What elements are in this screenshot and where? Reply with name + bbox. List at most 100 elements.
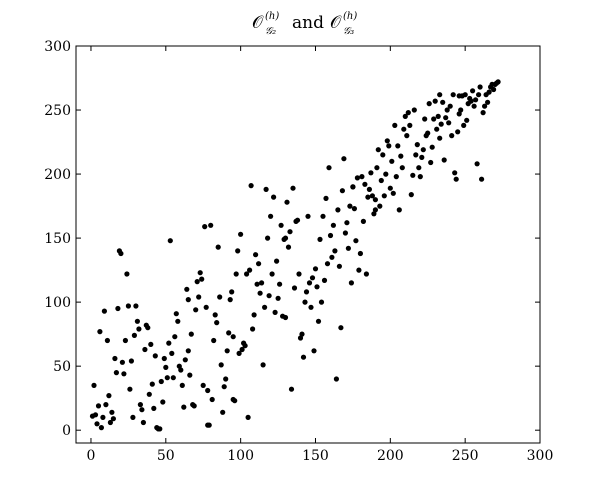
data-point bbox=[223, 376, 229, 382]
title-sub-2: 𝒢₃ bbox=[343, 26, 354, 37]
data-point bbox=[344, 220, 350, 226]
y-tick-label: 300 bbox=[44, 39, 71, 55]
data-point bbox=[390, 190, 396, 196]
data-point bbox=[363, 271, 369, 277]
data-point bbox=[181, 404, 187, 410]
data-point bbox=[109, 409, 115, 415]
data-point bbox=[145, 325, 151, 331]
data-point bbox=[486, 89, 492, 95]
data-point bbox=[169, 350, 175, 356]
data-point bbox=[320, 213, 326, 219]
data-point bbox=[362, 181, 368, 187]
data-point bbox=[354, 175, 360, 181]
data-point bbox=[245, 414, 251, 420]
data-point bbox=[401, 126, 407, 132]
data-point bbox=[101, 308, 107, 314]
data-point bbox=[462, 92, 468, 98]
data-point bbox=[137, 402, 143, 408]
data-point bbox=[230, 396, 236, 403]
data-point bbox=[426, 101, 432, 107]
data-point bbox=[287, 229, 293, 235]
title-prefix-1: 𝒪 bbox=[252, 13, 264, 33]
data-point bbox=[200, 382, 206, 388]
data-point bbox=[348, 280, 354, 286]
data-point bbox=[134, 318, 140, 324]
data-point bbox=[324, 261, 331, 267]
data-point bbox=[450, 92, 456, 98]
data-point bbox=[151, 405, 157, 411]
data-point bbox=[124, 271, 130, 277]
data-point bbox=[184, 286, 190, 292]
data-point bbox=[263, 186, 269, 192]
data-point bbox=[182, 357, 188, 363]
data-point bbox=[366, 186, 372, 192]
data-point bbox=[94, 421, 100, 427]
plot-frame bbox=[75, 45, 541, 444]
data-point bbox=[417, 174, 423, 180]
y-tick-label: 50 bbox=[53, 359, 71, 375]
data-point bbox=[274, 258, 280, 264]
data-point bbox=[163, 364, 169, 370]
data-point bbox=[387, 185, 393, 191]
data-point bbox=[441, 157, 447, 163]
data-point bbox=[476, 92, 482, 98]
data-point bbox=[482, 103, 488, 109]
data-point bbox=[353, 238, 359, 244]
data-point bbox=[98, 425, 104, 431]
title-connector: and bbox=[292, 13, 324, 33]
data-point bbox=[271, 194, 277, 200]
data-point bbox=[268, 213, 274, 219]
data-point bbox=[185, 297, 191, 303]
data-point bbox=[389, 158, 395, 164]
data-point bbox=[294, 217, 301, 223]
title-sub-1: 𝒢₂ bbox=[265, 26, 276, 37]
data-point bbox=[305, 213, 311, 219]
data-point bbox=[485, 99, 491, 105]
data-point bbox=[452, 170, 458, 176]
data-point bbox=[470, 88, 476, 94]
data-point bbox=[202, 224, 208, 230]
data-point bbox=[416, 165, 422, 171]
data-point bbox=[197, 270, 203, 276]
data-point bbox=[315, 318, 322, 324]
data-point bbox=[110, 416, 116, 422]
data-point bbox=[335, 207, 341, 213]
y-tick-label: 0 bbox=[62, 423, 71, 439]
data-point bbox=[369, 193, 375, 199]
data-point bbox=[100, 414, 106, 420]
data-point bbox=[329, 254, 335, 260]
data-point bbox=[300, 354, 307, 360]
title-sup-1: (h) bbox=[265, 11, 279, 22]
data-point bbox=[311, 348, 317, 354]
data-point bbox=[208, 222, 214, 228]
data-point bbox=[428, 159, 434, 166]
data-point bbox=[127, 386, 133, 392]
data-point bbox=[458, 107, 464, 113]
data-point bbox=[336, 263, 342, 269]
data-point bbox=[435, 113, 441, 119]
data-point bbox=[277, 281, 283, 287]
data-point bbox=[479, 176, 485, 182]
data-point bbox=[203, 304, 209, 310]
data-point bbox=[327, 232, 334, 239]
data-point bbox=[351, 206, 357, 212]
data-point bbox=[139, 407, 145, 413]
data-point bbox=[480, 110, 486, 116]
data-point bbox=[399, 165, 405, 171]
data-point bbox=[299, 331, 305, 337]
data-point bbox=[140, 419, 146, 426]
data-point bbox=[112, 355, 118, 362]
data-point bbox=[371, 211, 377, 217]
data-point bbox=[405, 110, 411, 116]
data-point bbox=[434, 126, 440, 132]
data-point bbox=[254, 281, 260, 287]
data-point bbox=[125, 303, 131, 309]
data-point bbox=[262, 304, 268, 310]
data-point bbox=[91, 382, 97, 388]
x-tick-label: 0 bbox=[87, 448, 96, 464]
data-point bbox=[187, 372, 193, 378]
data-point bbox=[265, 235, 271, 241]
data-point bbox=[330, 222, 336, 228]
data-point bbox=[106, 393, 112, 399]
